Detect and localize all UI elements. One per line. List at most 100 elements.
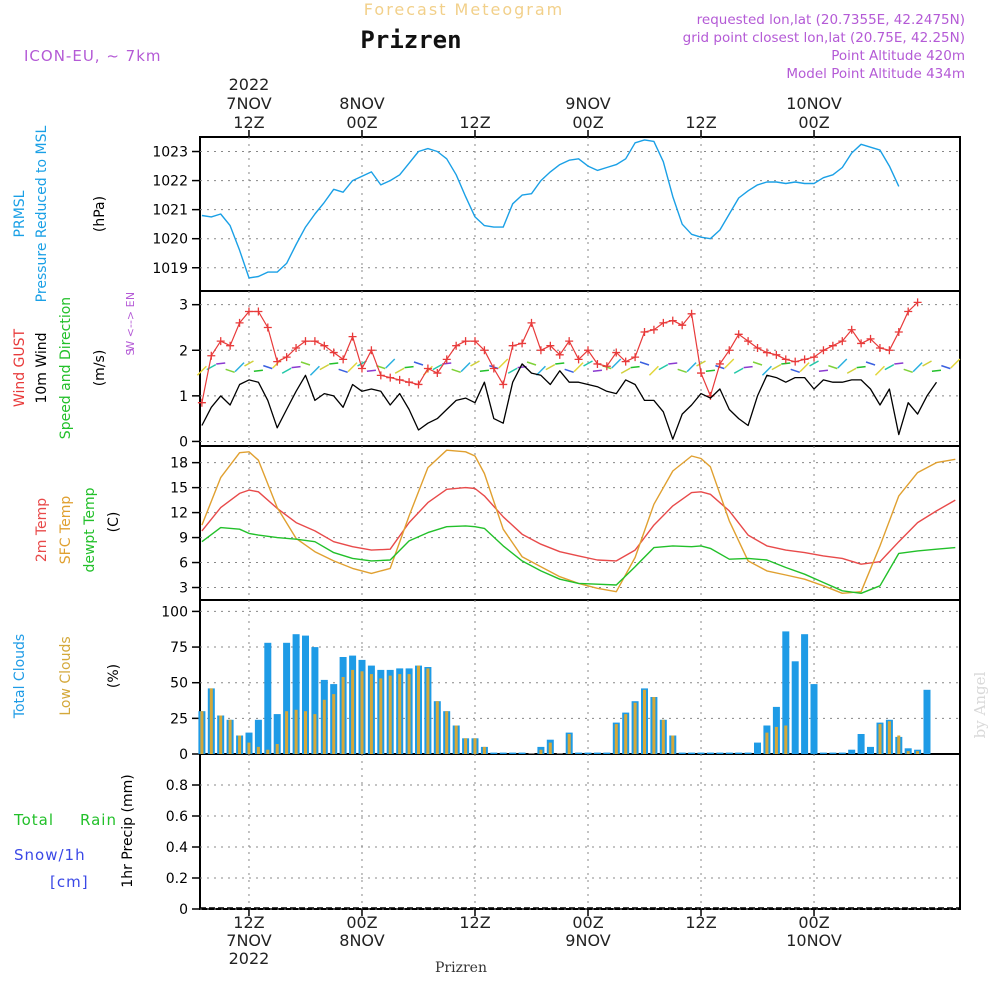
- top-time-label: 7NOV: [226, 94, 271, 113]
- wind-direction-arrow: [196, 365, 207, 376]
- low-cloud-bar: [304, 711, 307, 754]
- wind-direction-arrow: [668, 362, 678, 365]
- gust-point: [791, 357, 800, 366]
- gust-point: [753, 343, 762, 352]
- wind-direction-arrow: [724, 358, 735, 369]
- wind-direction-arrow: [263, 364, 273, 370]
- y-tick-label: 3: [179, 581, 188, 597]
- low-cloud-bar: [473, 738, 477, 754]
- y-tick-label: 75: [170, 640, 188, 656]
- gust-point: [367, 346, 376, 355]
- low-cloud-bar: [643, 689, 646, 754]
- total-cloud-bar: [697, 752, 705, 754]
- top-time-label: 12Z: [459, 113, 490, 132]
- wind-direction-arrow: [460, 362, 471, 373]
- wind-direction-arrow: [950, 358, 961, 369]
- t2m-label: 2m Temp: [34, 498, 50, 562]
- wind-direction-arrow: [507, 367, 518, 374]
- top-time-label: 12Z: [685, 113, 716, 132]
- total-cloud-bar: [311, 647, 319, 754]
- gust-point: [480, 346, 489, 355]
- bottom-time-label: 10NOV: [786, 931, 842, 950]
- gust-point: [207, 351, 216, 360]
- wind-direction-arrow: [573, 362, 584, 373]
- y-tick-label: 15: [170, 481, 188, 497]
- gust-point: [668, 316, 677, 325]
- wind-direction-arrow: [291, 365, 301, 369]
- gust-point: [913, 298, 922, 307]
- low-cloud-bar: [200, 711, 204, 754]
- wind-direction-arrow: [545, 363, 556, 371]
- bottom-time-label: 7NOV: [226, 931, 271, 950]
- low-cloud-bar: [539, 749, 543, 754]
- wind-direction-arrow: [846, 367, 857, 374]
- low-cloud-bar: [407, 674, 411, 754]
- gust-point: [762, 348, 771, 357]
- gust-point: [536, 346, 545, 355]
- bottom-time-label: 8NOV: [339, 931, 384, 950]
- gust-point: [697, 369, 706, 378]
- y-tick-label: 2: [179, 343, 188, 359]
- wind-direction-arrow: [696, 360, 706, 367]
- low-cloud-bar: [219, 715, 223, 754]
- wind-direction-arrow: [611, 358, 622, 369]
- total-cloud-bar: [829, 752, 837, 754]
- gust-point: [263, 323, 272, 332]
- gust-point: [301, 337, 310, 346]
- wind-direction-arrow: [470, 360, 480, 367]
- gust-point: [875, 343, 884, 352]
- gust-point: [734, 330, 743, 339]
- gust-point: [442, 355, 451, 364]
- gust-point: [584, 346, 593, 355]
- dewpt-label: dewpt Temp: [82, 487, 98, 572]
- precip-axis-label: 1hr Precip (mm): [120, 774, 136, 887]
- wind10-line: [201, 363, 938, 440]
- low-cloud-bar: [275, 744, 279, 754]
- wind-direction-arrow: [856, 365, 866, 369]
- gust-point: [828, 341, 837, 350]
- bottom-time-label: 12Z: [685, 913, 716, 932]
- gust-point: [348, 332, 357, 341]
- requested-coords: requested lon,lat (20.7355E, 42.2475N): [697, 12, 965, 28]
- y-tick-label: 1021: [152, 203, 188, 219]
- wind-direction-arrow: [319, 363, 330, 371]
- sfc-temp-line: [201, 449, 956, 594]
- bottom-time-label: 00Z: [572, 913, 603, 932]
- y-tick-label: 1019: [152, 261, 188, 277]
- top-time-label: 00Z: [572, 113, 603, 132]
- gust-point: [423, 364, 432, 373]
- low-cloud-bar: [294, 709, 298, 754]
- location-title: Prizren: [360, 26, 461, 54]
- wind-direction-arrow: [648, 365, 659, 376]
- gust-point: [640, 328, 649, 337]
- gust-point: [894, 328, 903, 337]
- total-cloud-bar: [678, 752, 686, 754]
- top-time-label: 12Z: [233, 113, 264, 132]
- y-tick-label: 0.2: [166, 871, 188, 887]
- wind-direction-arrow: [451, 368, 461, 373]
- sfc-label: SFC Temp: [58, 496, 74, 565]
- low-cloud-bar: [445, 711, 449, 754]
- gust-point: [226, 341, 235, 350]
- y-tick-label: 3: [179, 298, 188, 314]
- compass-s: S: [124, 348, 137, 355]
- gust-point: [433, 369, 442, 378]
- gust-point: [527, 318, 536, 327]
- gust-point: [395, 375, 404, 384]
- bottom-time-label: 12Z: [459, 913, 490, 932]
- speed-dir-label: Speed and Direction: [58, 297, 74, 439]
- total-cloud-bar: [264, 642, 272, 754]
- gust-point: [357, 364, 366, 373]
- wind-direction-arrow: [281, 367, 292, 374]
- panel-frame-2: [199, 445, 961, 601]
- wind-direction-arrow: [479, 369, 489, 373]
- gust-point: [659, 318, 668, 327]
- gust-point: [744, 337, 753, 346]
- panel-frame-4: [199, 753, 961, 910]
- total-cloud-bar: [923, 689, 931, 754]
- total-cloud-bar: [518, 752, 526, 754]
- total-cloud-label: Total Clouds: [12, 634, 28, 719]
- low-cloud-bar: [897, 735, 901, 754]
- top-time-label: 00Z: [346, 113, 377, 132]
- gust-point: [819, 346, 828, 355]
